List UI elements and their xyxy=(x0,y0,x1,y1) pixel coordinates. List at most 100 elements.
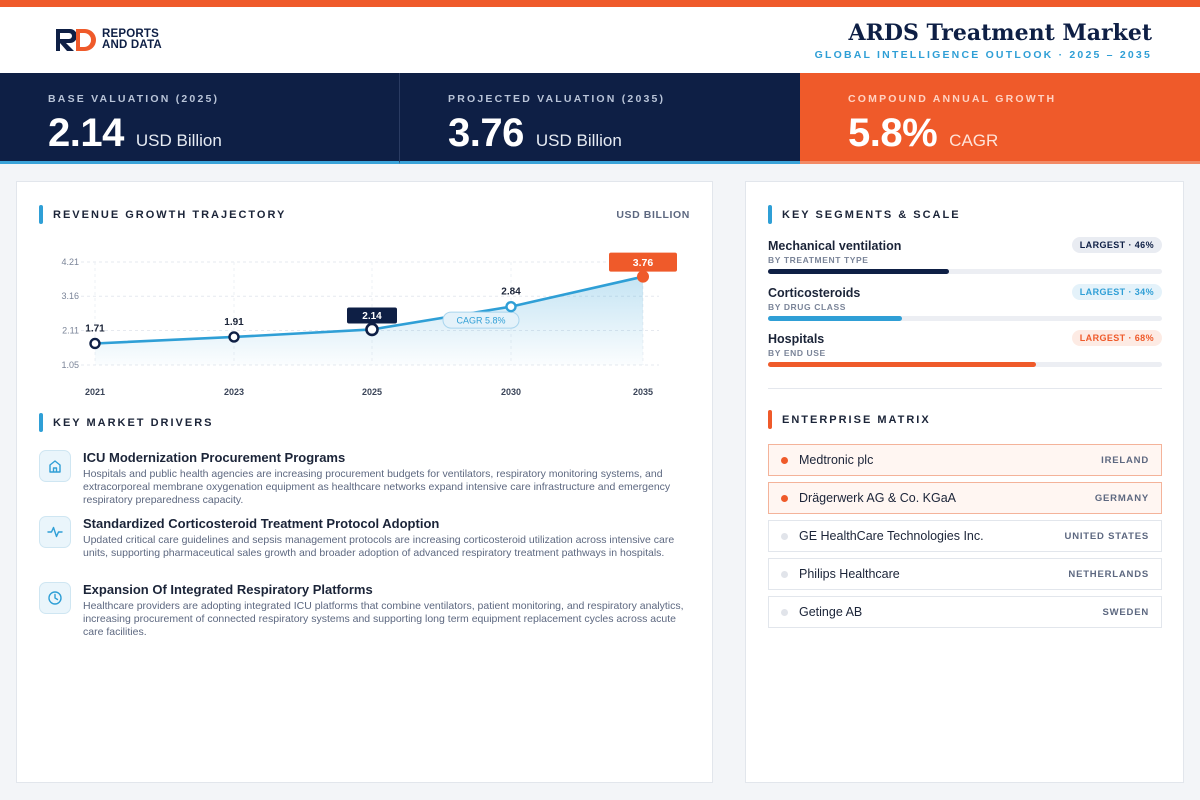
kpi-unit: USD Billion xyxy=(136,131,222,151)
kpi-projected-valuation: PROJECTED VALUATION (2035) 3.76 USD Billi… xyxy=(400,73,800,164)
y-tick-label: 3.16 xyxy=(61,291,79,301)
enterprise-country: GERMANY xyxy=(1095,493,1149,504)
chart-units-label: USD BILLION xyxy=(616,209,690,221)
data-label: 3.76 xyxy=(633,257,654,269)
section-accent xyxy=(39,413,43,432)
page-header: REPORTS AND DATA ARDS Treatment Market G… xyxy=(0,7,1200,73)
segment-bar-track xyxy=(768,316,1162,321)
enterprise-name: Drägerwerk AG & Co. KGaA xyxy=(799,491,956,505)
data-point xyxy=(367,324,378,335)
left-card: REVENUE GROWTH TRAJECTORY USD BILLION 4.… xyxy=(16,181,713,783)
segment-bar-fill xyxy=(768,362,1036,367)
data-point xyxy=(637,271,649,283)
data-point xyxy=(507,302,516,311)
page-title: ARDS Treatment Market xyxy=(849,20,1152,46)
segment-item: Corticosteroids BY DRUG CLASS LARGEST · … xyxy=(768,286,1162,312)
data-label: 1.71 xyxy=(85,323,105,334)
driver-title: Expansion Of Integrated Respiratory Plat… xyxy=(83,582,373,597)
drivers-section-header: KEY MARKET DRIVERS xyxy=(39,413,213,432)
segment-badge: LARGEST · 34% xyxy=(1072,284,1162,300)
enterprise-country: NETHERLANDS xyxy=(1068,569,1149,580)
enterprise-row[interactable]: GE HealthCare Technologies Inc. UNITED S… xyxy=(768,520,1162,552)
enterprise-row[interactable]: Medtronic plc IRELAND xyxy=(768,444,1162,476)
data-point xyxy=(230,332,239,341)
enterprise-name: Medtronic plc xyxy=(799,453,873,467)
enterprise-name: Getinge AB xyxy=(799,605,862,619)
data-label: 2.84 xyxy=(501,287,521,298)
enterprise-row[interactable]: Getinge AB SWEDEN xyxy=(768,596,1162,628)
driver-title: ICU Modernization Procurement Programs xyxy=(83,450,345,465)
kpi-label: BASE VALUATION (2025) xyxy=(48,93,399,105)
section-divider xyxy=(768,388,1162,389)
kpi-value: 3.76 xyxy=(448,111,524,156)
page-subtitle: GLOBAL INTELLIGENCE OUTLOOK · 2025 – 203… xyxy=(815,49,1152,61)
segments-section-title: KEY SEGMENTS & SCALE xyxy=(782,209,961,221)
segment-category: BY TREATMENT TYPE xyxy=(768,255,1162,265)
clock-icon xyxy=(39,582,71,614)
segment-category: BY END USE xyxy=(768,348,1162,358)
matrix-section-title: ENTERPRISE MATRIX xyxy=(782,414,931,426)
enterprise-country: UNITED STATES xyxy=(1065,531,1149,542)
y-tick-label: 4.21 xyxy=(61,257,79,267)
matrix-section-header: ENTERPRISE MATRIX xyxy=(768,410,931,429)
kpi-label: COMPOUND ANNUAL GROWTH xyxy=(848,93,1200,105)
section-accent xyxy=(768,410,772,429)
segment-item: Mechanical ventilation BY TREATMENT TYPE… xyxy=(768,239,1162,265)
segment-badge: LARGEST · 68% xyxy=(1072,330,1162,346)
top-accent-bar xyxy=(0,0,1200,7)
enterprise-row[interactable]: Philips Healthcare NETHERLANDS xyxy=(768,558,1162,590)
driver-description: Updated critical care guidelines and sep… xyxy=(83,534,693,560)
kpi-value: 5.8% xyxy=(848,111,937,156)
pulse-icon xyxy=(39,516,71,548)
driver-description: Healthcare providers are adopting integr… xyxy=(83,600,693,639)
building-icon xyxy=(39,450,71,482)
segment-bar-track xyxy=(768,269,1162,274)
driver-description: Hospitals and public health agencies are… xyxy=(83,468,693,507)
segment-item: Hospitals BY END USE LARGEST · 68% xyxy=(768,332,1162,358)
enterprise-dot-icon xyxy=(781,495,788,502)
y-tick-label: 1.05 xyxy=(61,360,79,370)
kpi-value: 2.14 xyxy=(48,111,124,156)
driver-title: Standardized Corticosteroid Treatment Pr… xyxy=(83,516,439,531)
section-accent xyxy=(768,205,772,224)
segment-badge: LARGEST · 46% xyxy=(1072,237,1162,253)
enterprise-country: IRELAND xyxy=(1101,455,1149,466)
drivers-section-title: KEY MARKET DRIVERS xyxy=(53,417,213,429)
chart-section-header: REVENUE GROWTH TRAJECTORY xyxy=(39,205,286,224)
segment-bar-fill xyxy=(768,316,902,321)
chart-section-title: REVENUE GROWTH TRAJECTORY xyxy=(53,209,286,221)
enterprise-name: Philips Healthcare xyxy=(799,567,900,581)
kpi-unit: CAGR xyxy=(949,131,998,151)
kpi-unit: USD Billion xyxy=(536,131,622,151)
x-tick-label: 2030 xyxy=(501,387,521,397)
kpi-label: PROJECTED VALUATION (2035) xyxy=(448,93,800,105)
kpi-strip: BASE VALUATION (2025) 2.14 USD Billion PR… xyxy=(0,73,1200,164)
cagr-annotation: CAGR 5.8% xyxy=(456,316,505,326)
enterprise-name: GE HealthCare Technologies Inc. xyxy=(799,529,984,543)
enterprise-country: SWEDEN xyxy=(1103,607,1150,618)
enterprise-row[interactable]: Drägerwerk AG & Co. KGaA GERMANY xyxy=(768,482,1162,514)
enterprise-dot-icon xyxy=(781,571,788,578)
segment-category: BY DRUG CLASS xyxy=(768,302,1162,312)
segments-section-header: KEY SEGMENTS & SCALE xyxy=(768,205,961,224)
enterprise-dot-icon xyxy=(781,609,788,616)
data-label: 2.14 xyxy=(362,311,382,322)
kpi-base-valuation: BASE VALUATION (2025) 2.14 USD Billion xyxy=(0,73,400,164)
section-accent xyxy=(39,205,43,224)
kpi-cagr: COMPOUND ANNUAL GROWTH 5.8% CAGR xyxy=(800,73,1200,164)
brand-logo: REPORTS AND DATA xyxy=(54,27,162,53)
enterprise-dot-icon xyxy=(781,457,788,464)
segment-bar-track xyxy=(768,362,1162,367)
enterprise-dot-icon xyxy=(781,533,788,540)
x-tick-label: 2023 xyxy=(224,387,244,397)
data-label: 1.91 xyxy=(224,317,244,328)
logo-line-2: AND DATA xyxy=(102,40,162,51)
segment-bar-fill xyxy=(768,269,949,274)
x-tick-label: 2025 xyxy=(362,387,382,397)
revenue-chart: 4.21 3.16 2.11 1.05 2021 2023 2025 2030 2035 CAGR… xyxy=(41,242,691,402)
logo-wordmark: REPORTS AND DATA xyxy=(102,29,162,51)
x-tick-label: 2021 xyxy=(85,387,105,397)
right-card: KEY SEGMENTS & SCALE Mechanical ventilat… xyxy=(745,181,1184,783)
data-point xyxy=(91,339,100,348)
logo-mark-icon xyxy=(54,27,98,53)
